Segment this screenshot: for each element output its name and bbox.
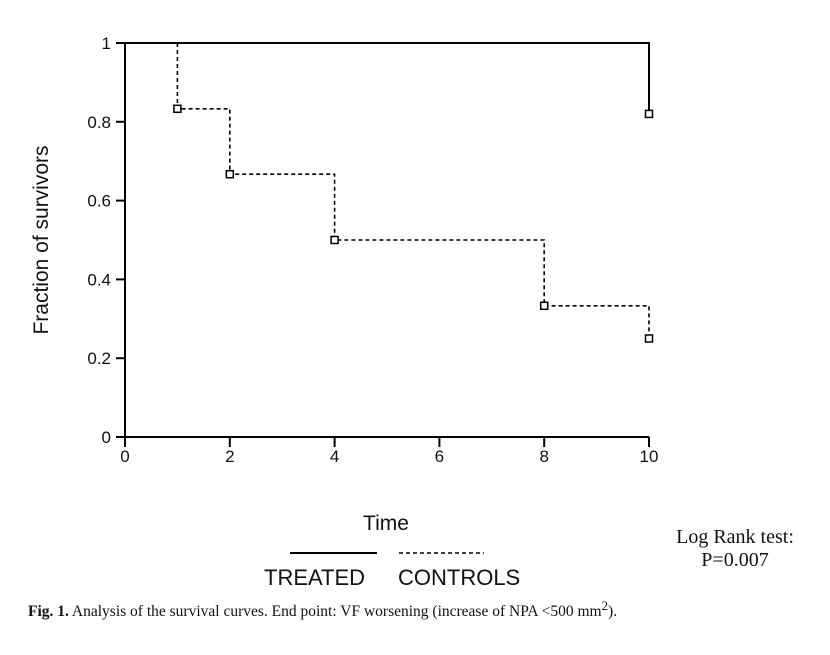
y-axis-title: Fraction of survivors — [30, 145, 53, 334]
x-tick-label: 0 — [120, 447, 129, 466]
controls-censor-marker — [644, 334, 654, 343]
x-ticks: 0 2 4 6 8 10 — [120, 437, 658, 466]
caption-text: Analysis of the survival curves. End poi… — [68, 603, 602, 621]
treated-survival-curve — [125, 42, 650, 114]
controls-censor-marker — [539, 301, 549, 311]
legend-controls-label: CONTROLS — [398, 565, 520, 590]
caption-label: Fig. 1. — [28, 603, 69, 621]
y-tick-label: 0 — [102, 428, 111, 447]
caption-superscript: 2 — [601, 598, 609, 613]
p-value: P=0.007 — [701, 549, 768, 571]
series-layer — [125, 42, 654, 343]
y-tick-label: 0.6 — [87, 192, 111, 211]
x-tick-label: 4 — [330, 447, 339, 466]
x-axis-title: Time — [363, 512, 409, 535]
plot-area: 0 0.2 0.4 0.6 0.8 1 0 2 4 6 8 10 — [87, 34, 658, 466]
y-tick-label: 0.2 — [87, 349, 111, 368]
x-tick-label: 2 — [225, 447, 234, 466]
legend: TREATED CONTROLS — [264, 552, 520, 590]
y-tick-label: 1 — [102, 34, 111, 53]
legend-treated-label: TREATED — [264, 565, 365, 590]
x-tick-label: 6 — [435, 447, 444, 466]
y-ticks: 0 0.2 0.4 0.6 0.8 1 — [87, 34, 125, 447]
controls-censor-marker — [330, 235, 339, 245]
y-tick-label: 0.8 — [87, 113, 111, 132]
y-tick-label: 0.4 — [87, 270, 111, 289]
figure-caption: Fig. 1. Analysis of the survival curves.… — [28, 598, 818, 621]
treated-censor-marker — [644, 109, 654, 119]
controls-censor-marker — [173, 104, 182, 114]
controls-censor-marker — [225, 169, 235, 179]
survival-chart: 0 0.2 0.4 0.6 0.8 1 0 2 4 6 8 10 Fraction of survi… — [30, 34, 794, 590]
controls-survival-curve — [176, 43, 650, 339]
log-rank-test: Log Rank test: P=0.007 — [676, 526, 794, 571]
caption-text-end: ). — [608, 603, 618, 621]
x-tick-label: 10 — [640, 447, 659, 466]
log-rank-title: Log Rank test: — [676, 526, 794, 548]
x-tick-label: 8 — [539, 447, 548, 466]
